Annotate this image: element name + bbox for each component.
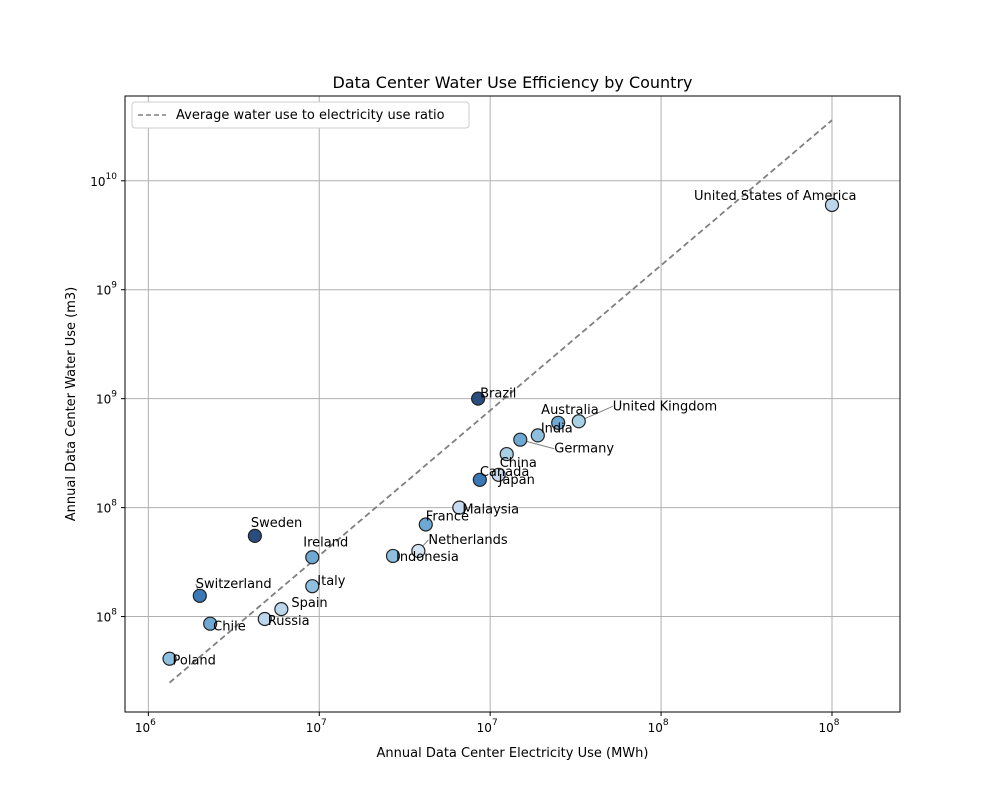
data-point <box>257 611 272 627</box>
country-label: Italy <box>317 574 346 589</box>
y-axis-label: Annual Data Center Water Use (m3) <box>64 287 79 521</box>
data-point <box>192 588 207 603</box>
country-label: China <box>500 456 537 471</box>
axis-ticks: 106 107 107 108 108 108 108 109 109 1010 <box>90 172 839 735</box>
country-label: Poland <box>173 654 216 669</box>
data-point <box>824 197 840 213</box>
y-tick-label: 1010 <box>90 172 117 189</box>
data-point <box>411 543 426 559</box>
data-point <box>472 472 487 487</box>
data-point <box>491 467 506 482</box>
country-label: Ireland <box>303 535 348 550</box>
data-point <box>305 579 320 594</box>
country-label: Japan <box>498 473 535 488</box>
plot-frame <box>124 95 901 713</box>
country-label: United Kingdom <box>613 399 717 414</box>
country-label: India <box>541 421 573 436</box>
country-label: France <box>426 509 469 524</box>
y-tick-label: 108 <box>96 499 117 516</box>
country-label: Chile <box>213 620 246 635</box>
country-label: Germany <box>554 442 614 457</box>
data-point <box>385 548 401 564</box>
country-label: Russia <box>268 614 310 629</box>
data-point <box>471 391 486 406</box>
y-tick-label: 109 <box>96 281 117 298</box>
chart-title: Data Center Water Use Efficiency by Coun… <box>332 73 692 92</box>
country-label: United States of America <box>694 189 856 204</box>
x-tick-label: 106 <box>135 718 156 735</box>
data-point <box>274 602 289 617</box>
data-point <box>513 432 528 447</box>
reference-line <box>168 119 833 684</box>
data-point <box>499 446 514 462</box>
grid-lines <box>125 96 900 712</box>
data-point <box>418 517 433 532</box>
data-point <box>203 616 218 631</box>
country-label: Malaysia <box>462 503 519 518</box>
reference-line-layer <box>168 119 833 684</box>
country-label: Brazil <box>480 387 516 402</box>
country-labels: United States of America Brazil United Kin… <box>173 189 857 669</box>
data-point <box>530 428 545 443</box>
country-label: Indonesia <box>396 550 459 565</box>
country-label: Australia <box>541 403 599 418</box>
x-tick-label: 107 <box>477 718 498 735</box>
x-axis-label: Annual Data Center Electricity Use (MWh) <box>377 746 649 761</box>
country-label: Sweden <box>251 516 302 531</box>
legend-box <box>131 101 470 129</box>
data-point <box>305 550 320 565</box>
data-point <box>247 528 262 543</box>
data-point <box>551 415 566 430</box>
data-point <box>571 414 586 429</box>
country-label: Spain <box>291 596 327 611</box>
data-points <box>162 197 840 666</box>
x-tick-label: 108 <box>648 718 669 735</box>
x-tick-label: 107 <box>306 718 327 735</box>
data-point <box>452 500 467 515</box>
legend-label: Average water use to electricity use rat… <box>176 108 445 123</box>
data-point <box>162 651 177 666</box>
country-label: Switzerland <box>196 577 272 592</box>
country-label: Netherlands <box>428 533 507 548</box>
country-label: Canada <box>480 465 529 480</box>
y-tick-label: 108 <box>96 608 117 625</box>
x-tick-label: 108 <box>818 718 839 735</box>
legend: Average water use to electricity use rat… <box>131 101 470 129</box>
y-tick-label: 109 <box>96 390 117 407</box>
